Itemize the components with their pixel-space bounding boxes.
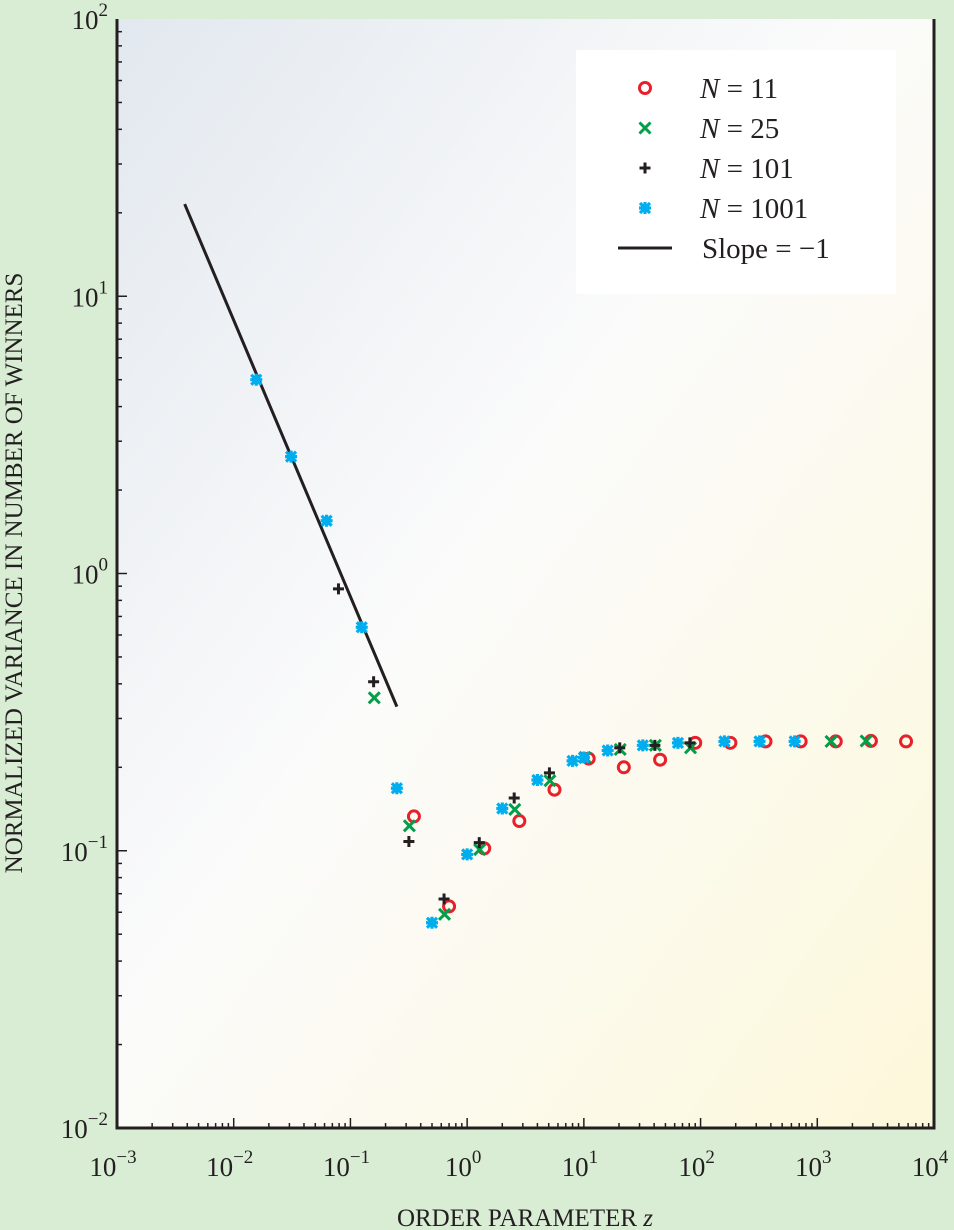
point-N1001 bbox=[461, 848, 474, 861]
x-tick-label: 10−2 bbox=[206, 1147, 253, 1182]
y-tick-label: 102 bbox=[72, 0, 109, 35]
x-tick-label: 103 bbox=[795, 1147, 832, 1182]
point-N25 bbox=[543, 774, 557, 788]
point-N1001 bbox=[753, 735, 766, 748]
point-N101 bbox=[368, 676, 380, 688]
point-N25 bbox=[824, 734, 838, 748]
point-N101 bbox=[403, 835, 415, 847]
x-tick-label: 100 bbox=[445, 1147, 482, 1182]
point-N25 bbox=[437, 907, 452, 921]
point-N25 bbox=[508, 802, 522, 816]
axes-frame bbox=[115, 19, 936, 1130]
point-N1001 bbox=[788, 735, 801, 748]
point-N1001 bbox=[390, 782, 404, 795]
x-tick-label: 102 bbox=[678, 1147, 715, 1182]
point-N101 bbox=[508, 792, 520, 804]
point-N1001 bbox=[355, 621, 368, 634]
point-N101 bbox=[332, 583, 344, 595]
x-tick-label: 10−1 bbox=[323, 1147, 370, 1182]
point-N101 bbox=[614, 742, 626, 754]
legend-label: N = 101 bbox=[699, 153, 794, 185]
point-N1001 bbox=[566, 754, 579, 767]
point-N101 bbox=[473, 837, 485, 849]
point-N11 bbox=[653, 752, 668, 767]
point-N25 bbox=[402, 819, 416, 833]
point-N25 bbox=[367, 691, 381, 705]
legend: N = 11 N = 25 N = 101 N = 1001 Slope = −1 bbox=[576, 50, 896, 294]
point-N1001 bbox=[425, 916, 439, 929]
point-N101 bbox=[649, 739, 661, 751]
legend-label: N = 11 bbox=[699, 73, 778, 105]
point-N1001 bbox=[496, 802, 509, 815]
y-tick-label: 10−1 bbox=[61, 832, 108, 867]
point-N1001 bbox=[250, 373, 263, 386]
y-tick-labels: 10−2 10−1 100 101 102 bbox=[61, 0, 108, 1144]
legend-label: N = 1001 bbox=[699, 193, 808, 225]
legend-marker-icon bbox=[638, 81, 652, 95]
point-N11 bbox=[442, 899, 457, 914]
y-axis-title: NORMALIZED VARIANCE IN NUMBER OF WINNERS bbox=[1, 273, 28, 874]
legend-label: Slope = −1 bbox=[702, 233, 830, 265]
point-N1001 bbox=[671, 736, 685, 749]
point-N101 bbox=[438, 893, 450, 905]
point-N1001 bbox=[284, 450, 298, 463]
point-N11 bbox=[616, 760, 631, 775]
point-N1001 bbox=[577, 751, 590, 764]
y-tick-label: 100 bbox=[72, 555, 109, 590]
legend-box bbox=[576, 50, 896, 294]
y-tick-label: 101 bbox=[72, 277, 109, 312]
x-tick-labels: 10−3 10−2 10−1 100 101 102 103 104 bbox=[89, 1147, 948, 1182]
x-tick-label: 101 bbox=[562, 1147, 599, 1182]
legend-marker-icon bbox=[638, 121, 652, 135]
x-tick-label: 104 bbox=[912, 1147, 949, 1182]
point-N25 bbox=[859, 734, 873, 748]
legend-label: N = 25 bbox=[699, 113, 779, 145]
y-tick-label: 10−2 bbox=[61, 1109, 108, 1144]
point-N101 bbox=[684, 737, 696, 749]
point-N101 bbox=[543, 767, 555, 779]
point-N1001 bbox=[320, 514, 333, 527]
point-N25 bbox=[473, 842, 487, 857]
point-N11 bbox=[899, 734, 914, 749]
point-N1001 bbox=[531, 773, 544, 787]
point-N1001 bbox=[601, 744, 614, 757]
point-N1001 bbox=[636, 739, 649, 752]
x-tick-label: 10−3 bbox=[89, 1147, 136, 1182]
legend-marker-icon bbox=[638, 201, 652, 215]
point-N1001 bbox=[718, 735, 731, 748]
x-axis-title: ORDER PARAMETER z bbox=[397, 1205, 653, 1230]
legend-marker-icon bbox=[639, 162, 651, 174]
data-points bbox=[250, 373, 914, 929]
